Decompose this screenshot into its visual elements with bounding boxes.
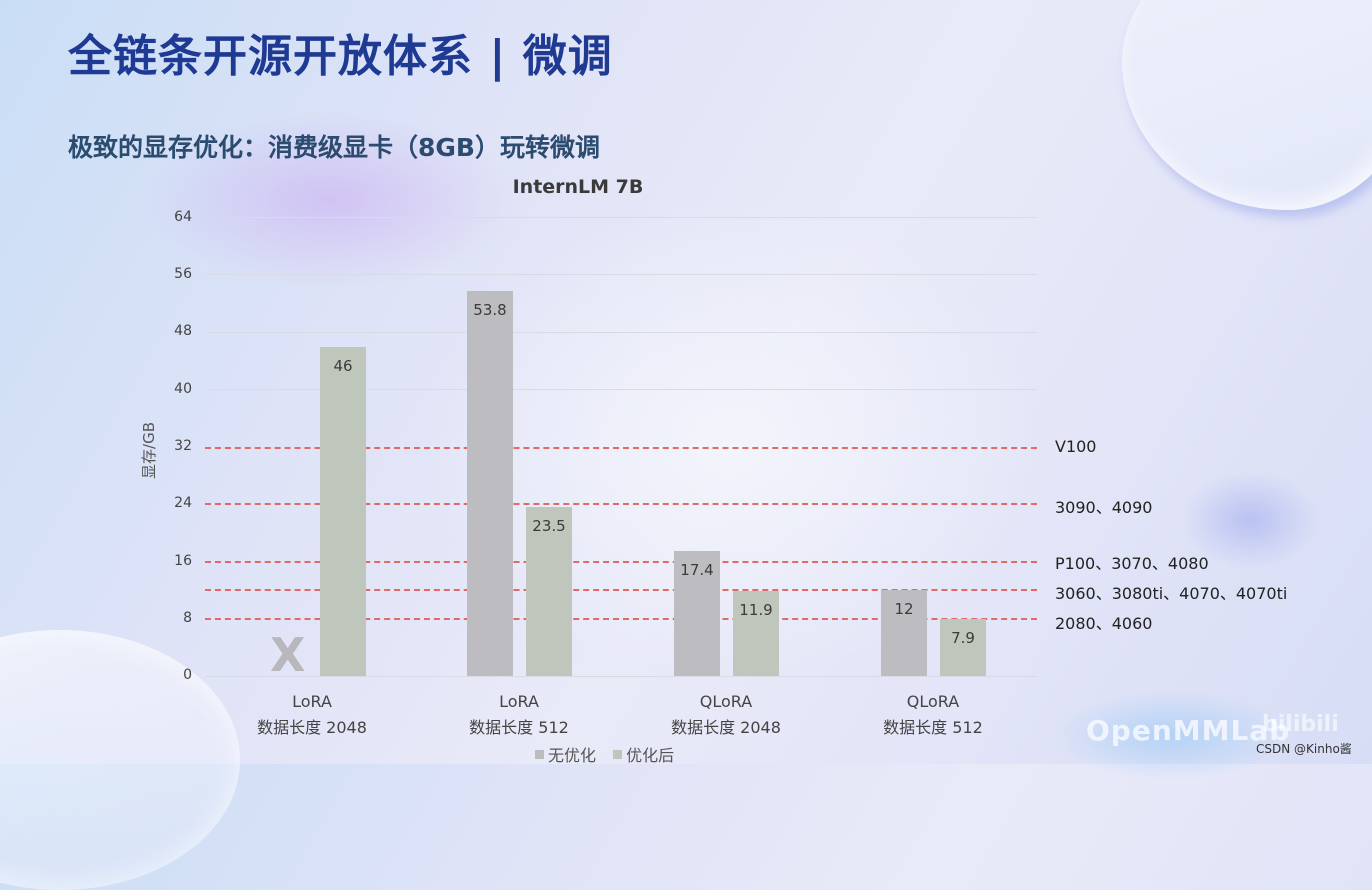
background-glow-white	[420, 200, 1040, 680]
category-method: QLoRA	[699, 692, 753, 711]
bar-unoptimized-lora-512: 53.8	[467, 291, 513, 676]
legend-label: 无优化	[548, 746, 597, 765]
y-axis-label: 显存/GB	[139, 422, 158, 479]
gridline	[205, 217, 1037, 218]
legend-label: 优化后	[626, 746, 675, 765]
chart-title: InternLM 7B	[512, 176, 644, 198]
category-label: QLoRA 数据长度 2048	[626, 689, 826, 741]
category-label: QLoRA 数据长度 512	[833, 689, 1033, 741]
background-glow-blue	[1180, 470, 1320, 570]
slide-title: 全链条开源开放体系 | 微调	[68, 31, 613, 82]
bar-value: 53.8	[473, 301, 507, 319]
gpu-label-8gb: 2080、4060	[1055, 614, 1153, 633]
gridline	[205, 389, 1037, 390]
out-of-memory-x-icon: X	[270, 628, 306, 682]
category-method: QLoRA	[906, 692, 960, 711]
bar-value: 12	[894, 600, 914, 618]
y-tick: 56	[174, 266, 192, 282]
legend-item-optimized: 优化后	[613, 746, 674, 765]
decorative-droplet-bottom-left	[0, 630, 240, 890]
category-label: LoRA 数据长度 2048	[212, 689, 412, 741]
bar-optimized-qlora-2048: 11.9	[733, 591, 779, 676]
gpu-label-12gb: 3060、3080ti、4070、4070ti	[1055, 584, 1288, 603]
y-tick: 0	[183, 667, 192, 683]
reference-line-24gb	[205, 503, 1037, 505]
gridline	[205, 332, 1037, 333]
category-length: 数据长度 2048	[671, 718, 781, 737]
y-tick: 32	[174, 438, 192, 454]
bilibili-watermark: bilibili	[1262, 712, 1339, 737]
reference-line-32gb	[205, 447, 1037, 449]
background-glow-purple	[140, 110, 520, 290]
gridline	[205, 274, 1037, 275]
gpu-label-24gb: 3090、4090	[1055, 498, 1153, 517]
y-tick: 8	[183, 610, 192, 626]
bar-value: 17.4	[680, 561, 714, 579]
gpu-label-16gb: P100、3070、4080	[1055, 554, 1209, 573]
bar-optimized-qlora-512: 7.9	[940, 619, 986, 676]
legend-item-unoptimized: 无优化	[535, 746, 601, 765]
bar-value: 7.9	[951, 629, 975, 647]
decorative-droplet-top-right	[1122, 0, 1372, 210]
y-tick: 16	[174, 553, 192, 569]
gpu-label-32gb: V100	[1055, 437, 1097, 456]
reference-line-12gb	[205, 589, 1037, 591]
category-method: LoRA	[499, 692, 539, 711]
y-tick: 40	[174, 381, 192, 397]
reference-line-16gb	[205, 561, 1037, 563]
category-label: LoRA 数据长度 512	[419, 689, 619, 741]
y-tick: 48	[174, 323, 192, 339]
y-tick: 24	[174, 495, 192, 511]
bar-optimized-lora-512: 23.5	[526, 507, 572, 676]
chart-legend: 无优化 优化后	[535, 742, 686, 766]
category-length: 数据长度 2048	[257, 718, 367, 737]
bar-value: 23.5	[532, 517, 566, 535]
slide-subtitle: 极致的显存优化：消费级显卡（8GB）玩转微调	[68, 133, 600, 162]
bar-unoptimized-qlora-2048: 17.4	[674, 551, 720, 676]
category-length: 数据长度 512	[883, 718, 983, 737]
bar-value: 46	[333, 357, 353, 375]
legend-swatch-icon	[613, 750, 623, 759]
category-length: 数据长度 512	[469, 718, 569, 737]
reference-line-8gb	[205, 618, 1037, 620]
y-tick: 64	[174, 209, 192, 225]
bar-unoptimized-qlora-512: 12	[881, 590, 927, 676]
bar-value: 11.9	[739, 601, 773, 619]
csdn-watermark: CSDN @Kinho酱	[1256, 742, 1352, 756]
category-method: LoRA	[292, 692, 332, 711]
legend-swatch-icon	[535, 750, 544, 759]
openmmlab-logo: OpenMMLab	[1086, 714, 1291, 747]
bar-optimized-lora-2048: 46	[320, 347, 366, 676]
gridline	[205, 676, 1037, 677]
